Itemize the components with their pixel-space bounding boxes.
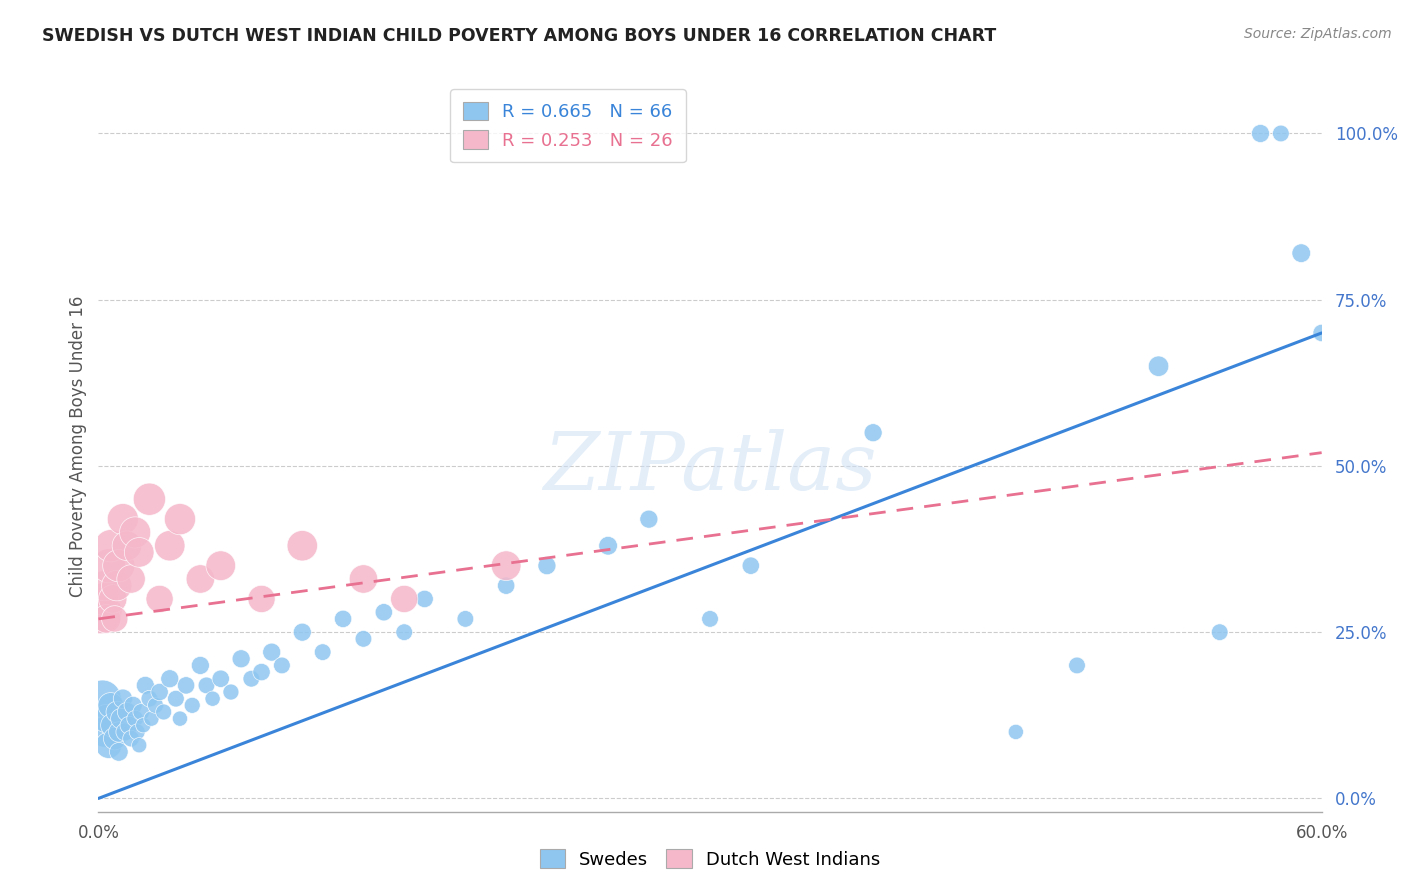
Point xyxy=(132,718,155,732)
Point xyxy=(93,579,115,593)
Point xyxy=(270,658,294,673)
Point xyxy=(413,591,436,606)
Point xyxy=(1004,725,1026,739)
Point xyxy=(93,725,115,739)
Point xyxy=(291,625,314,640)
Point xyxy=(111,691,134,706)
Point xyxy=(195,678,218,692)
Point xyxy=(115,705,138,719)
Point xyxy=(169,712,191,726)
Point xyxy=(536,558,558,573)
Point xyxy=(165,691,187,706)
Text: ZIPatlas: ZIPatlas xyxy=(543,429,877,507)
Point xyxy=(96,612,118,626)
Point xyxy=(138,691,160,706)
Point xyxy=(1270,127,1292,141)
Point xyxy=(169,512,191,526)
Text: SWEDISH VS DUTCH WEST INDIAN CHILD POVERTY AMONG BOYS UNDER 16 CORRELATION CHART: SWEDISH VS DUTCH WEST INDIAN CHILD POVER… xyxy=(42,27,997,45)
Point xyxy=(111,512,134,526)
Point xyxy=(104,612,127,626)
Point xyxy=(291,539,314,553)
Point xyxy=(392,591,416,606)
Point xyxy=(129,705,152,719)
Point xyxy=(138,492,160,507)
Point xyxy=(454,612,477,626)
Point xyxy=(145,698,167,713)
Point xyxy=(159,539,181,553)
Point xyxy=(100,539,122,553)
Point xyxy=(105,579,128,593)
Point xyxy=(104,731,127,746)
Point xyxy=(1147,359,1170,374)
Point xyxy=(91,691,114,706)
Point xyxy=(862,425,884,440)
Point xyxy=(332,612,354,626)
Point xyxy=(122,698,145,713)
Point xyxy=(1066,658,1088,673)
Point xyxy=(101,591,124,606)
Point xyxy=(598,539,620,553)
Point xyxy=(118,718,141,732)
Legend: Swedes, Dutch West Indians: Swedes, Dutch West Indians xyxy=(533,842,887,876)
Point xyxy=(1209,625,1232,640)
Point xyxy=(114,725,136,739)
Point xyxy=(181,698,204,713)
Point xyxy=(100,698,122,713)
Point xyxy=(495,558,517,573)
Point xyxy=(127,725,149,739)
Point xyxy=(352,632,374,646)
Point xyxy=(105,705,128,719)
Point xyxy=(231,652,253,666)
Point xyxy=(699,612,721,626)
Point xyxy=(352,572,374,586)
Point xyxy=(201,691,224,706)
Point xyxy=(97,738,120,752)
Point xyxy=(209,672,232,686)
Point xyxy=(495,579,517,593)
Point xyxy=(174,678,197,692)
Point xyxy=(128,545,150,559)
Point xyxy=(250,665,273,679)
Point xyxy=(124,525,146,540)
Point xyxy=(209,558,232,573)
Point xyxy=(1249,127,1271,141)
Point xyxy=(240,672,263,686)
Text: Source: ZipAtlas.com: Source: ZipAtlas.com xyxy=(1244,27,1392,41)
Point xyxy=(128,738,150,752)
Point xyxy=(637,512,661,526)
Point xyxy=(1310,326,1333,340)
Point xyxy=(134,678,156,692)
Point xyxy=(188,658,212,673)
Point xyxy=(1291,246,1313,260)
Point xyxy=(250,591,273,606)
Point xyxy=(108,558,131,573)
Point xyxy=(152,705,174,719)
Point xyxy=(91,591,114,606)
Point xyxy=(392,625,416,640)
Point xyxy=(188,572,212,586)
Y-axis label: Child Poverty Among Boys Under 16: Child Poverty Among Boys Under 16 xyxy=(69,295,87,597)
Point xyxy=(120,572,142,586)
Point xyxy=(120,731,142,746)
Point xyxy=(89,605,111,619)
Point xyxy=(141,712,163,726)
Point xyxy=(149,591,172,606)
Point xyxy=(108,745,131,759)
Point xyxy=(312,645,335,659)
Point xyxy=(115,539,138,553)
Point xyxy=(373,605,395,619)
Point xyxy=(219,685,242,699)
Point xyxy=(149,685,172,699)
Point xyxy=(124,712,146,726)
Point xyxy=(110,712,132,726)
Point xyxy=(96,712,118,726)
Point xyxy=(159,672,181,686)
Point xyxy=(101,718,124,732)
Point xyxy=(740,558,762,573)
Point xyxy=(97,558,120,573)
Point xyxy=(108,725,131,739)
Point xyxy=(260,645,283,659)
